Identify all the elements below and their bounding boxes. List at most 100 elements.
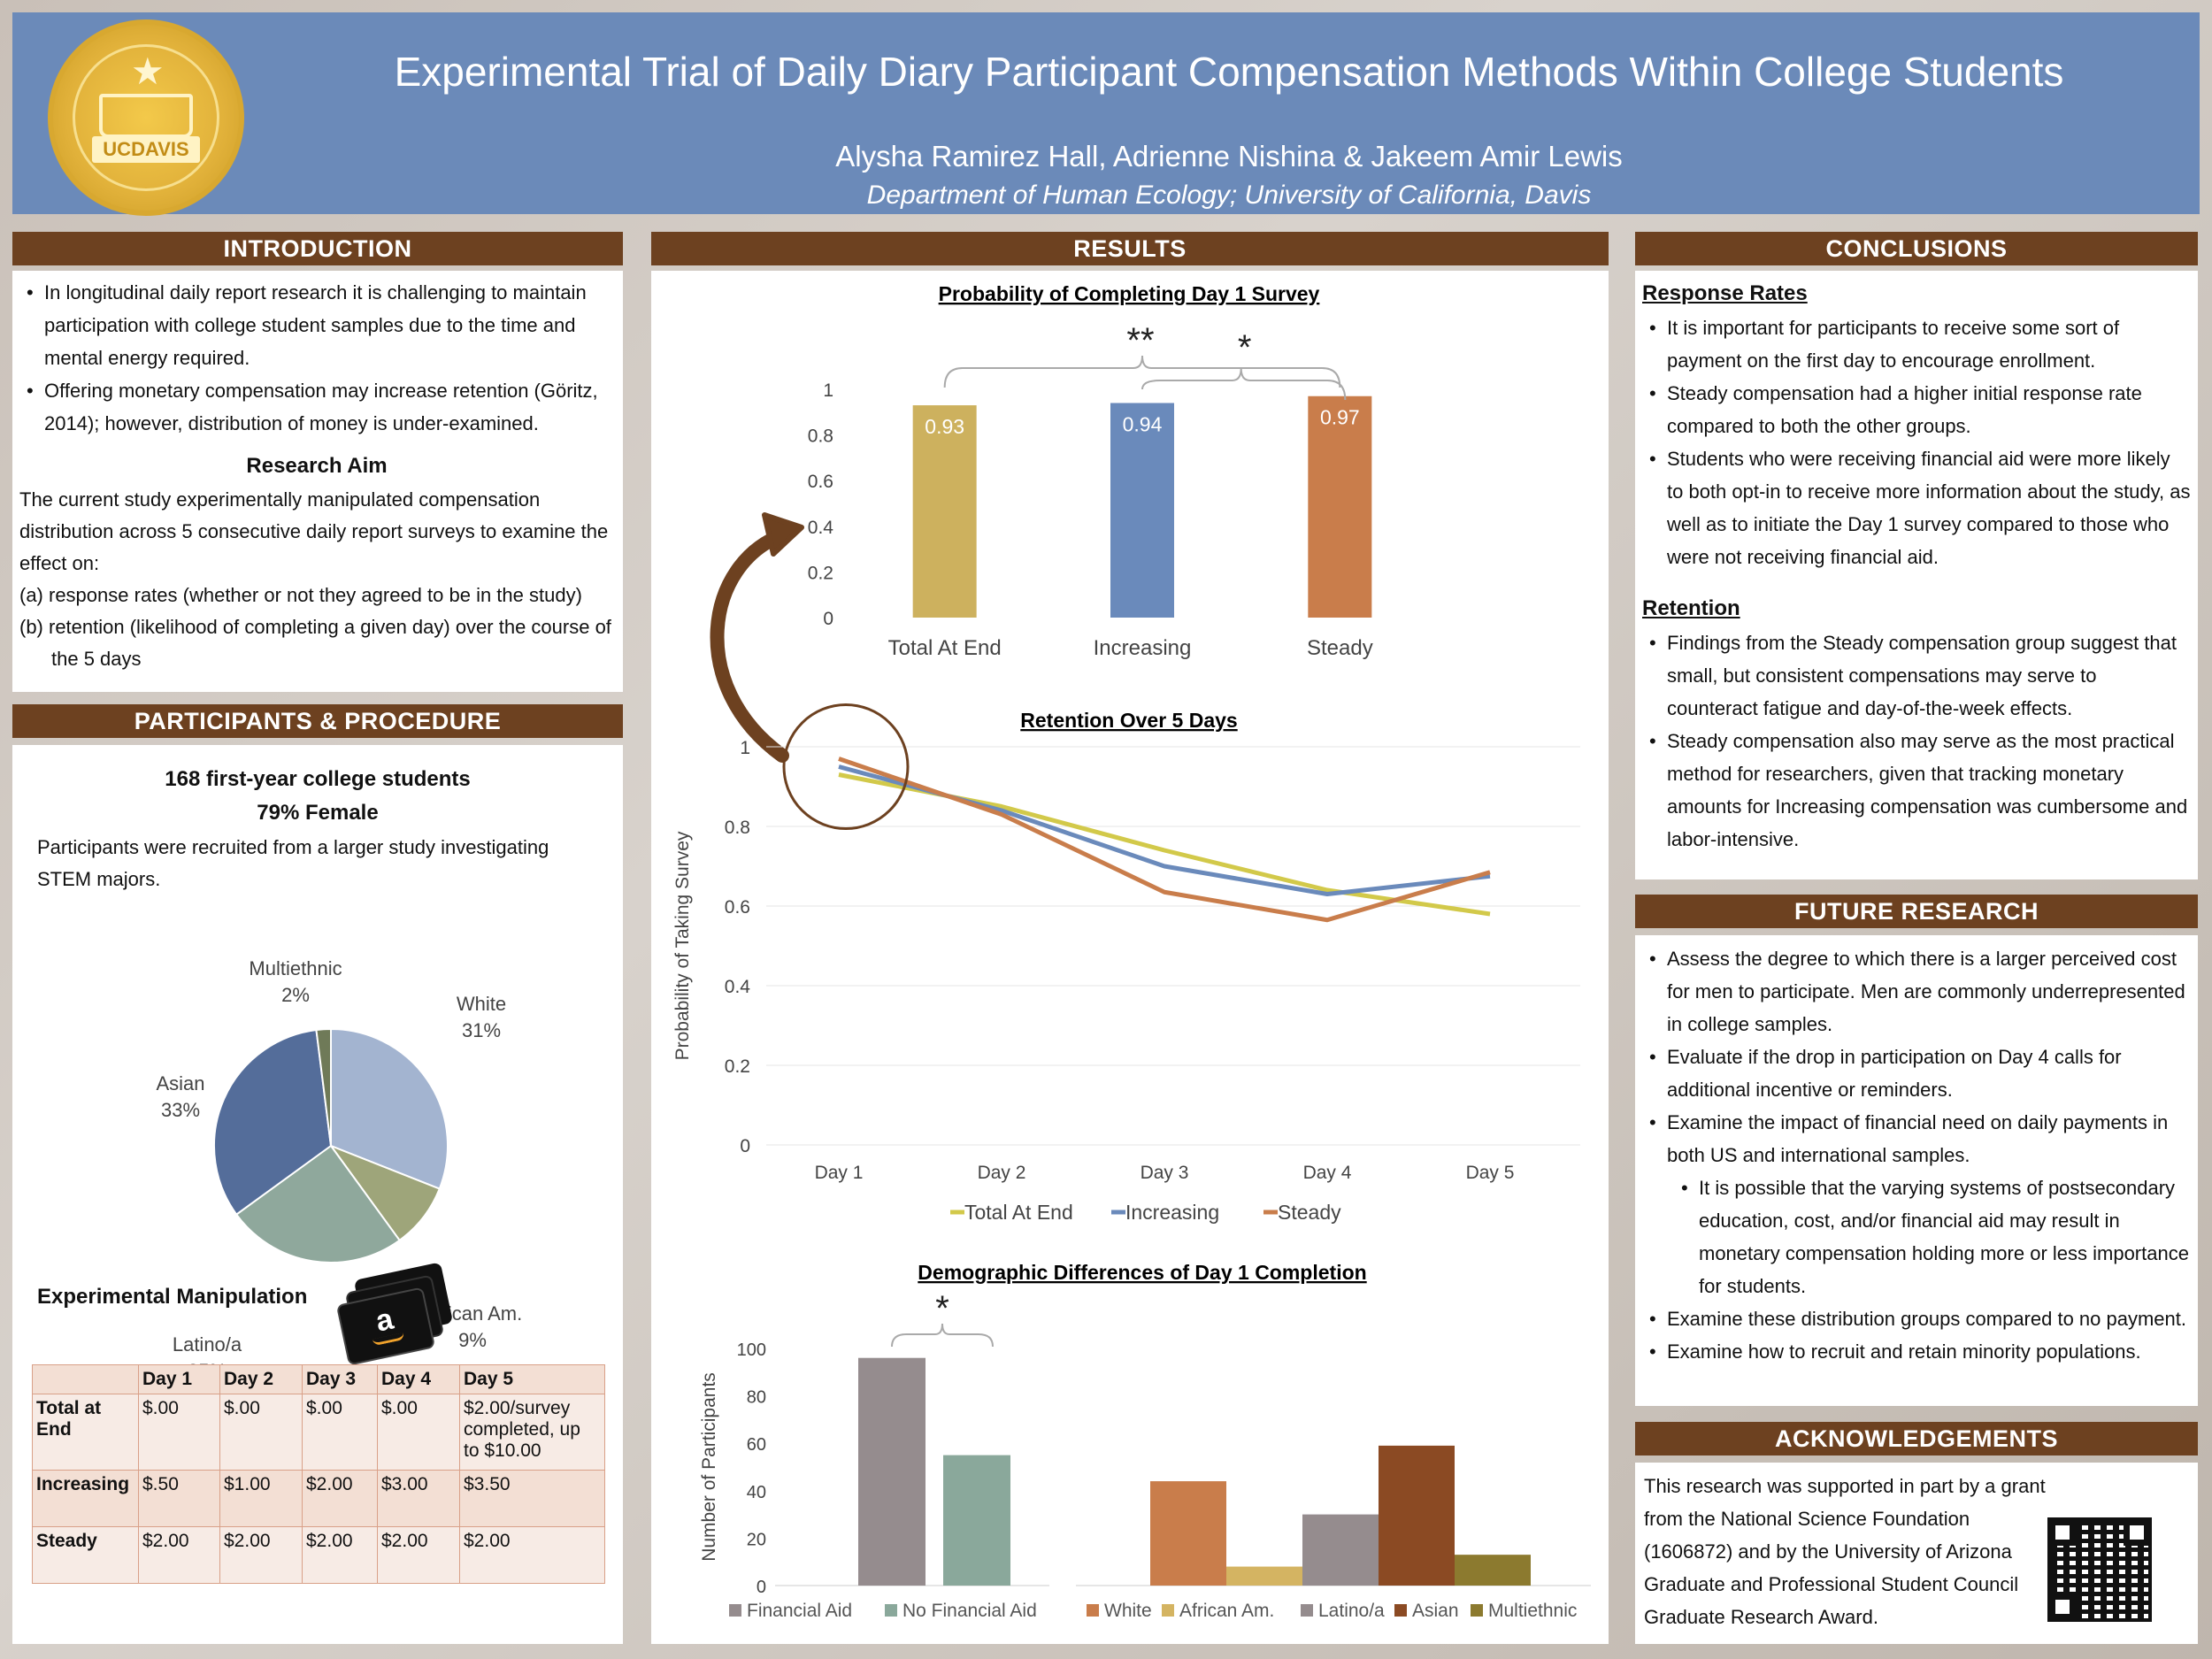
y-tick-label: 0.2: [808, 563, 833, 583]
table-row-label: Total at End: [32, 1394, 139, 1471]
y-tick-label: 0: [757, 1578, 766, 1597]
series-line: [838, 764, 1491, 896]
table-cell: $1.00: [219, 1470, 303, 1527]
legend-label: Asian: [1412, 1601, 1459, 1621]
arrow-head: [762, 512, 804, 557]
acknowledgements-text: This research was supported in part by a…: [1644, 1475, 2046, 1628]
legend-label: African Am.: [1179, 1601, 1274, 1621]
table-header-cell: Day 2: [219, 1364, 303, 1394]
x-tick-label: Steady: [1307, 636, 1373, 660]
poster-department: Department of Human Ecology; University …: [866, 180, 1592, 210]
legend-label: Increasing: [1125, 1201, 1219, 1224]
y-tick-label: 0.4: [725, 977, 751, 997]
qr-finder: [2124, 1519, 2150, 1546]
x-tick-label: Increasing: [1094, 636, 1192, 660]
pie-percent-label: 9%: [458, 1329, 487, 1351]
x-tick-label: Day 1: [815, 1163, 864, 1183]
table-cell: $2.00: [302, 1526, 378, 1584]
table-header-cell: Day 4: [377, 1364, 460, 1394]
pie-percent-label: 2%: [281, 984, 310, 1006]
legend-label: Multiethnic: [1488, 1601, 1577, 1621]
conclusions-panel: Response Rates It is important for parti…: [1635, 271, 2198, 879]
bar-data-label: 0.97: [1320, 406, 1360, 429]
future-sub-bullet: It is possible that the varying systems …: [1642, 1171, 2191, 1302]
table-cell: $3.00: [377, 1470, 460, 1527]
future-bullet: Examine the impact of financial need on …: [1642, 1106, 2191, 1171]
legend-swatch: [1301, 1604, 1313, 1617]
y-tick-label: 0: [823, 609, 833, 629]
legend-label: Steady: [1278, 1201, 1341, 1224]
table-cell: $.00: [377, 1394, 460, 1471]
y-axis-label: Probability of Taking Survey: [672, 831, 693, 1060]
y-tick-label: 1: [740, 738, 750, 758]
results-heading: RESULTS: [651, 232, 1609, 265]
y-tick-label: 60: [747, 1435, 766, 1455]
bar: [1150, 1481, 1226, 1586]
y-axis-label: Number of Participants: [699, 1372, 719, 1562]
bar: [1455, 1555, 1531, 1586]
y-tick-label: 0.6: [808, 472, 833, 492]
y-tick-label: 0.8: [725, 818, 750, 838]
y-tick-label: 0: [740, 1136, 750, 1156]
bar: [1379, 1445, 1455, 1586]
table-cell: $2.00: [219, 1526, 303, 1584]
poster-authors: Alysha Ramirez Hall, Adrienne Nishina & …: [835, 140, 1623, 173]
retention-line-chart: Retention Over 5 Days 0 0.2 0.4 0.6 0.8 1 Proba…: [672, 703, 1580, 1224]
highlight-circle: [782, 703, 910, 830]
pie-category-label: Latino/a: [173, 1333, 242, 1356]
y-tick-label: 80: [747, 1388, 766, 1408]
research-aim-heading: Research Aim: [246, 454, 388, 478]
compensation-table: Day 1 Day 2 Day 3 Day 4 Day 5 Total at E…: [32, 1364, 605, 1584]
legend-swatch: [885, 1604, 897, 1617]
chart-title: Probability of Completing Day 1 Survey: [939, 282, 1320, 305]
participants-panel: 168 first-year college students 79% Fema…: [12, 745, 623, 1644]
bar: [1226, 1566, 1302, 1586]
legend-label: No Financial Aid: [902, 1601, 1037, 1621]
future-research-heading: FUTURE RESEARCH: [1635, 895, 2198, 928]
conclusion-bullet: Students who were receiving financial ai…: [1642, 442, 2191, 573]
logo-wordmark: UCDAVIS: [92, 136, 200, 163]
significance-marker: *: [1238, 328, 1252, 367]
pie-slice: [234, 1144, 401, 1263]
table-cell: $.50: [138, 1470, 220, 1527]
table-row-label: Increasing: [32, 1470, 139, 1527]
star-icon: ★: [131, 50, 165, 92]
results-panel: Probability of Completing Day 1 Survey 0 0…: [651, 271, 1609, 1644]
future-bullet: Examine these distribution groups compar…: [1642, 1302, 2191, 1335]
research-aim-b: (b) retention (likelihood of completing …: [19, 616, 611, 670]
legend-label: White: [1104, 1601, 1152, 1621]
conclusion-bullet: It is important for participants to rece…: [1642, 311, 2191, 377]
curved-arrow-icon: [710, 512, 804, 763]
bar-data-label: 0.94: [1123, 412, 1163, 435]
pie-category-label: Multiethnic: [249, 957, 342, 979]
participant-female: 79% Female: [257, 801, 379, 825]
results-charts: Probability of Completing Day 1 Survey 0 0…: [672, 282, 1591, 1621]
future-research-panel: Assess the degree to which there is a la…: [1635, 935, 2198, 1406]
pie-category-label: Asian: [156, 1072, 204, 1094]
recruitment-text: Participants were recruited from a large…: [37, 836, 549, 890]
poster-title: Experimental Trial of Daily Diary Partic…: [394, 49, 2064, 95]
retention-heading: Retention: [1642, 596, 1740, 620]
legend-swatch: [1162, 1604, 1174, 1617]
y-tick-label: 0.2: [725, 1056, 750, 1077]
future-bullet: Evaluate if the drop in participation on…: [1642, 1041, 2191, 1106]
qr-code-icon[interactable]: [2047, 1517, 2152, 1622]
legend-swatch: [1087, 1604, 1099, 1617]
table-cell: $.00: [302, 1394, 378, 1471]
y-tick-label: 20: [747, 1530, 766, 1549]
table-cell: $2.00: [459, 1526, 605, 1584]
bar: [1302, 1514, 1379, 1586]
table-header-row: Day 1 Day 2 Day 3 Day 4 Day 5: [32, 1364, 605, 1394]
x-tick-label: Total At End: [888, 636, 1002, 660]
y-tick-label: 0.8: [808, 426, 833, 447]
series-line: [838, 757, 1491, 923]
qr-finder: [2049, 1519, 2076, 1546]
table-row: Total at End $.00 $.00 $.00 $.00 $2.00/s…: [32, 1394, 605, 1471]
future-bullet: Examine how to recruit and retain minori…: [1642, 1335, 2191, 1368]
conclusions-heading: CONCLUSIONS: [1635, 232, 2198, 265]
pie-slice: [213, 1028, 333, 1216]
manipulation-heading: Experimental Manipulation: [37, 1285, 308, 1309]
research-aim-text: The current study experimentally manipul…: [19, 488, 609, 574]
arrow-shaft: [710, 527, 791, 763]
